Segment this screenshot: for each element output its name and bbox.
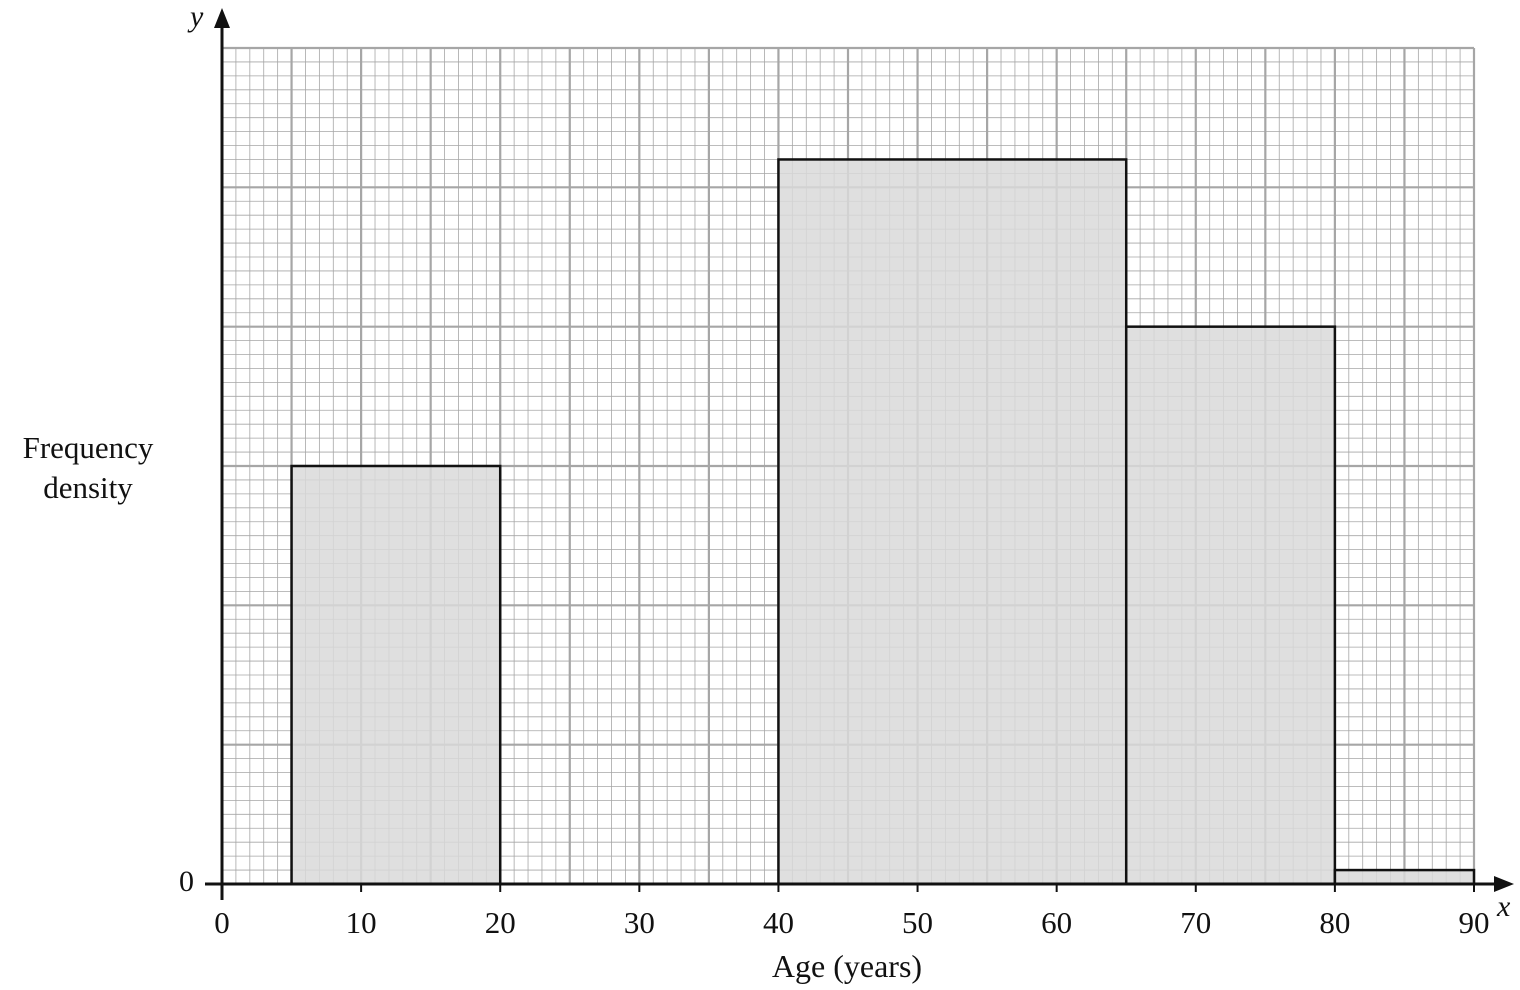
- x-tick-label: 60: [1041, 905, 1072, 940]
- y-axis-label-line-2: density: [43, 470, 133, 505]
- y-zero-label: 0: [179, 865, 194, 898]
- x-tick-label: 40: [763, 905, 794, 940]
- x-tick-label: 80: [1319, 905, 1350, 940]
- x-tick-label: 20: [485, 905, 516, 940]
- x-axis-variable: x: [1497, 890, 1511, 923]
- x-tick-label: 70: [1180, 905, 1211, 940]
- y-axis-variable: y: [190, 0, 204, 33]
- axes: [205, 8, 1514, 900]
- x-tick-label: 90: [1459, 905, 1490, 940]
- x-axis-arrow-icon: [1494, 876, 1514, 892]
- bars: [290, 158, 1476, 886]
- histogram-bar-4: [1333, 868, 1476, 886]
- histogram-bar-2: [777, 158, 1128, 886]
- histogram-bar-1: [290, 464, 502, 886]
- x-tick-label: 10: [346, 905, 377, 940]
- y-axis-arrow-icon: [214, 8, 230, 28]
- x-tick-labels: 0 10 20 30 40 50 60 70 80 90: [214, 884, 1490, 940]
- histogram-bar-3: [1124, 325, 1337, 886]
- x-axis-label: Age (years): [771, 948, 923, 984]
- y-axis-label-line-1: Frequency: [22, 430, 154, 465]
- y-axis-label: Frequency density: [8, 428, 168, 508]
- x-tick-label: 30: [624, 905, 655, 940]
- x-tick-label: 50: [902, 905, 933, 940]
- x-tick-label: 0: [214, 905, 230, 940]
